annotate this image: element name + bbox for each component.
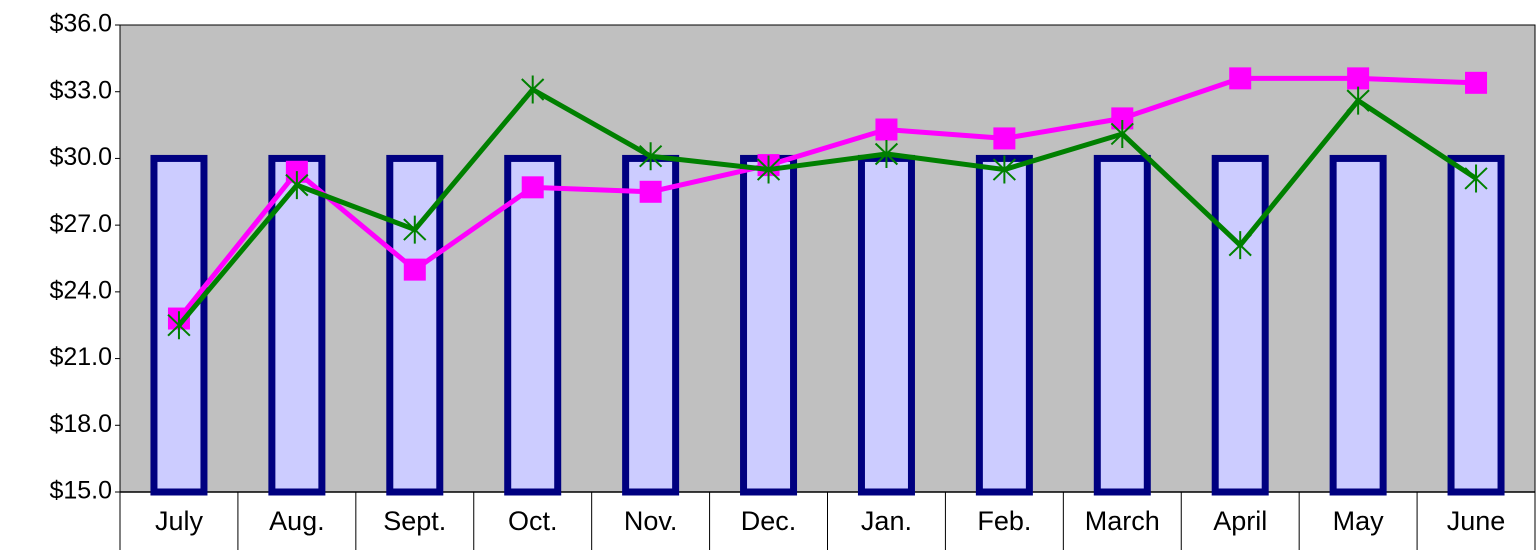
marker <box>639 180 662 203</box>
marker <box>1464 164 1488 193</box>
marker <box>403 258 426 281</box>
x-tick-label: Dec. <box>741 506 797 536</box>
bar <box>1447 154 1505 496</box>
marker <box>1110 119 1134 148</box>
y-tick-label: $33.0 <box>49 76 112 104</box>
marker <box>1228 231 1252 260</box>
marker <box>1347 67 1370 90</box>
y-tick-label: $30.0 <box>49 143 112 171</box>
bar <box>740 154 798 496</box>
y-tick-label: $15.0 <box>49 477 112 505</box>
marker <box>756 155 781 184</box>
x-tick-label: April <box>1213 506 1267 536</box>
bar <box>857 154 915 496</box>
y-tick-label: $21.0 <box>49 343 112 371</box>
marker <box>1229 67 1252 90</box>
x-tick-label: Jan. <box>861 506 912 536</box>
x-tick-label: Oct. <box>508 506 558 536</box>
bar <box>504 154 562 496</box>
bar <box>1093 154 1151 496</box>
x-tick-label: May <box>1333 506 1385 536</box>
marker <box>639 142 663 171</box>
marker <box>403 215 427 244</box>
y-tick-label: $36.0 <box>49 10 112 38</box>
x-tick-label: July <box>155 506 204 536</box>
bar <box>1211 154 1269 496</box>
bar <box>386 154 444 496</box>
marker <box>874 139 899 168</box>
marker <box>1346 86 1370 115</box>
bar <box>1329 154 1387 496</box>
line <box>177 75 1477 321</box>
x-tick-label: June <box>1447 506 1506 536</box>
y-tick-label: $27.0 <box>49 210 112 238</box>
bar <box>622 154 680 496</box>
marker <box>1465 71 1488 94</box>
marker <box>992 155 1016 184</box>
y-tick-label: $24.0 <box>49 276 112 304</box>
bar <box>268 154 326 496</box>
x-tick-label: Aug. <box>269 506 325 536</box>
marker <box>993 127 1016 150</box>
marker <box>521 176 544 199</box>
marker <box>875 118 898 141</box>
marker <box>521 75 545 104</box>
plot-area <box>119 24 1536 493</box>
x-tick-label: Feb. <box>977 506 1031 536</box>
line <box>177 86 1478 327</box>
marker <box>1111 107 1134 130</box>
x-tick-label: Sept. <box>383 506 446 536</box>
marker <box>167 311 191 340</box>
bar <box>975 154 1033 496</box>
marker <box>285 171 309 200</box>
x-tick-label: March <box>1085 506 1160 536</box>
y-tick-label: $18.0 <box>49 410 112 438</box>
x-tick-label: Nov. <box>624 506 678 536</box>
